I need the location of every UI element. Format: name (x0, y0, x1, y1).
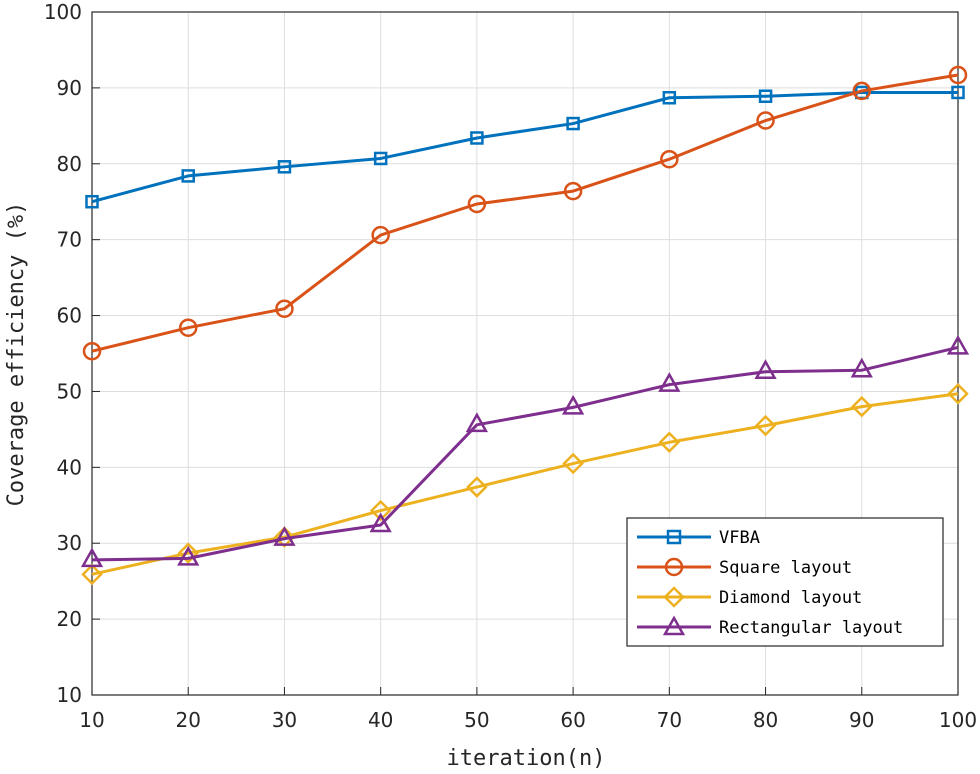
x-tick-label: 50 (464, 708, 489, 732)
data-point-square-layout (563, 181, 583, 201)
data-point-square-layout (275, 299, 294, 318)
data-point-vfba (662, 91, 677, 105)
data-point-square-layout (467, 194, 487, 214)
legend-marker-rectangular-layout (662, 615, 686, 636)
data-point-diamond-layout (947, 382, 969, 405)
legend-marker-vfba (666, 529, 682, 545)
y-tick-label: 40 (57, 455, 82, 479)
data-point-vfba (277, 160, 292, 174)
series-line-square-layout (91, 73, 959, 353)
y-tick-label: 20 (57, 607, 82, 631)
data-point-rectangular-layout (177, 545, 200, 566)
series-group (80, 65, 970, 586)
data-point-square-layout (948, 65, 968, 85)
data-point-vfba (470, 131, 484, 145)
y-tick-label: 70 (57, 228, 82, 252)
x-tick-label: 70 (657, 708, 682, 732)
x-tick-label: 40 (368, 708, 393, 732)
y-tick-label: 10 (57, 683, 82, 707)
data-point-diamond-layout (81, 563, 103, 586)
x-axis-label: iteration(n) (447, 746, 606, 771)
data-point-vfba (181, 169, 195, 183)
series-vfba (85, 85, 965, 209)
y-tick-label: 30 (57, 531, 82, 555)
legend-label-vfba: VFBA (719, 528, 760, 548)
data-point-vfba (85, 194, 99, 209)
series-line-diamond-layout (91, 392, 959, 576)
data-point-diamond-layout (273, 526, 296, 548)
data-point-diamond-layout (177, 542, 199, 564)
y-tick-label: 80 (57, 152, 82, 176)
y-tick-label: 90 (57, 76, 82, 100)
x-tick-label: 100 (939, 708, 977, 732)
data-point-vfba (951, 85, 965, 100)
data-point-rectangular-layout (850, 357, 873, 378)
data-point-diamond-layout (562, 452, 584, 475)
legend-marker-square-layout (664, 557, 684, 577)
series-square-layout (82, 65, 968, 361)
tick-labels: 10 20 30 40 50 60 70 80 90 100 10 20 30 40 50 60 70 80 90 1… (44, 0, 977, 732)
data-point-rectangular-layout (273, 526, 296, 546)
data-point-square-layout (756, 111, 775, 130)
data-point-diamond-layout (851, 395, 873, 418)
series-line-rectangular-layout (91, 345, 959, 562)
y-axis-label: Coverage efficiency (%) (4, 202, 29, 507)
x-tick-label: 60 (560, 708, 585, 732)
series-rectangular-layout (80, 334, 970, 568)
data-point-diamond-layout (754, 414, 777, 437)
data-point-square-layout (660, 149, 679, 169)
legend-item-square-layout: Square layout (637, 557, 852, 578)
x-tick-label: 10 (79, 708, 104, 732)
data-point-diamond-layout (658, 431, 681, 454)
legend-item-vfba: VFBA (637, 528, 760, 548)
series-line-vfba (91, 90, 958, 204)
data-point-square-layout (178, 318, 198, 337)
data-point-vfba (373, 151, 388, 166)
data-point-diamond-layout (466, 476, 488, 498)
data-point-square-layout (852, 81, 872, 101)
data-point-rectangular-layout (369, 512, 392, 533)
legend: VFBA Square layout Diamond layout Rectan… (626, 517, 944, 647)
x-tick-label: 90 (849, 708, 874, 732)
data-point-vfba (566, 116, 580, 131)
x-tick-label: 30 (272, 708, 297, 732)
x-tick-label: 20 (175, 708, 200, 732)
data-point-rectangular-layout (80, 547, 104, 568)
data-point-vfba (758, 89, 773, 103)
data-point-rectangular-layout (465, 412, 489, 433)
legend-label-square-layout: Square layout (719, 558, 852, 578)
legend-label-rectangular-layout: Rectangular layout (719, 618, 903, 638)
y-tick-label: 100 (44, 0, 82, 24)
data-point-rectangular-layout (946, 334, 970, 355)
data-point-square-layout (371, 225, 390, 245)
series-diamond-layout (81, 382, 969, 586)
data-point-rectangular-layout (658, 372, 681, 392)
data-point-rectangular-layout (561, 394, 585, 415)
legend-item-diamond-layout: Diamond layout (637, 586, 862, 608)
data-point-diamond-layout (369, 499, 392, 522)
y-tick-label: 50 (57, 379, 82, 403)
y-tick-label: 60 (57, 304, 82, 328)
legend-marker-diamond-layout (663, 586, 685, 608)
data-point-rectangular-layout (754, 359, 777, 379)
legend-label-diamond-layout: Diamond layout (719, 588, 862, 608)
data-point-square-layout (82, 341, 102, 361)
legend-item-rectangular-layout: Rectangular layout (637, 615, 903, 638)
x-tick-label: 80 (753, 708, 778, 732)
